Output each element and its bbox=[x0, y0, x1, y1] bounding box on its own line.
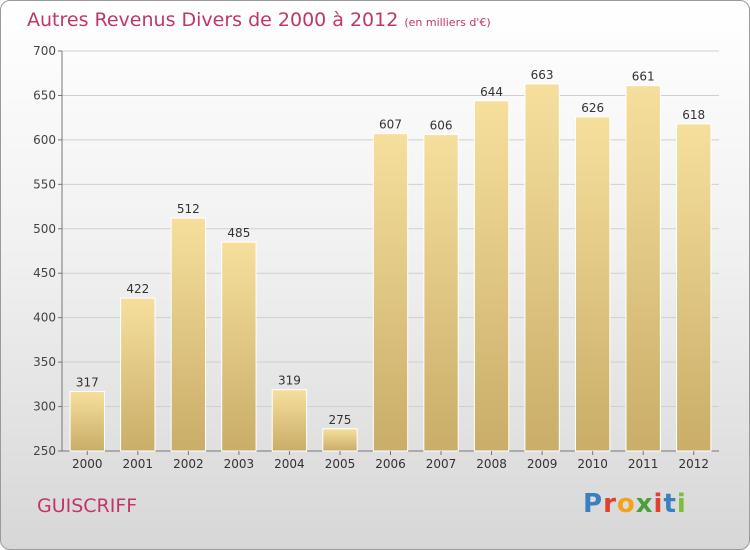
bar-value-label: 317 bbox=[76, 375, 99, 389]
y-tick-label: 650 bbox=[33, 88, 56, 102]
bar-value-label: 512 bbox=[177, 202, 200, 216]
x-tick-label: 2007 bbox=[426, 457, 457, 471]
bar-value-label: 319 bbox=[278, 374, 301, 388]
bar bbox=[69, 390, 105, 452]
y-tick-label: 400 bbox=[33, 311, 56, 325]
bar bbox=[625, 85, 661, 452]
bar-value-label: 275 bbox=[329, 413, 352, 427]
y-tick-label: 450 bbox=[33, 266, 56, 280]
bar-value-label: 607 bbox=[379, 118, 402, 132]
bar-value-label: 661 bbox=[632, 70, 655, 84]
chart-title-main: Autres Revenus Divers de 2000 à 2012 bbox=[27, 9, 399, 31]
bar-value-label: 663 bbox=[531, 68, 554, 82]
bar-value-label: 485 bbox=[227, 226, 250, 240]
y-tick-label: 250 bbox=[33, 444, 56, 458]
x-tick-label: 2012 bbox=[678, 457, 709, 471]
x-tick-label: 2009 bbox=[527, 457, 558, 471]
bar bbox=[372, 133, 409, 452]
y-tick-label: 300 bbox=[33, 400, 56, 414]
y-tick-label: 550 bbox=[33, 177, 56, 191]
bar bbox=[271, 389, 308, 452]
x-tick-label: 2002 bbox=[173, 457, 204, 471]
y-tick-label: 600 bbox=[33, 133, 56, 147]
bar bbox=[676, 123, 712, 452]
x-tick-label: 2005 bbox=[325, 457, 356, 471]
bar bbox=[524, 83, 560, 452]
proxiti-logo: Proxiti bbox=[583, 489, 687, 519]
x-tick-label: 2003 bbox=[224, 457, 255, 471]
x-tick-label: 2006 bbox=[375, 457, 406, 471]
x-tick-label: 2011 bbox=[628, 457, 659, 471]
bar-value-label: 618 bbox=[682, 108, 705, 122]
bar bbox=[120, 297, 156, 452]
bar bbox=[322, 428, 358, 452]
bar bbox=[574, 116, 611, 452]
bar-value-label: 422 bbox=[126, 282, 149, 296]
bar-value-label: 644 bbox=[480, 85, 503, 99]
chart-title: Autres Revenus Divers de 2000 à 2012 (en … bbox=[27, 9, 491, 31]
bar bbox=[473, 100, 510, 452]
location-label: GUISCRIFF bbox=[37, 495, 138, 517]
y-tick-label: 350 bbox=[33, 355, 56, 369]
bar bbox=[221, 241, 257, 452]
x-tick-label: 2008 bbox=[476, 457, 507, 471]
bar bbox=[423, 134, 459, 452]
chart-title-unit: (en milliers d'€) bbox=[404, 16, 491, 29]
bar-value-label: 606 bbox=[430, 119, 453, 133]
bar-value-label: 626 bbox=[581, 101, 604, 115]
y-tick-label: 500 bbox=[33, 222, 56, 236]
x-tick-label: 2004 bbox=[274, 457, 305, 471]
x-tick-label: 2001 bbox=[123, 457, 154, 471]
bar bbox=[170, 217, 207, 452]
x-tick-label: 2000 bbox=[72, 457, 103, 471]
y-tick-label: 700 bbox=[33, 44, 56, 58]
x-tick-label: 2010 bbox=[577, 457, 608, 471]
